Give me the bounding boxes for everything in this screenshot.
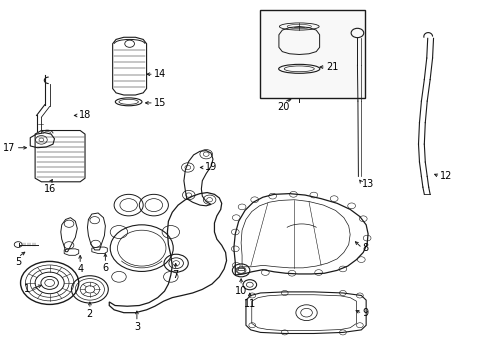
Text: 16: 16	[43, 184, 56, 194]
Text: 13: 13	[362, 179, 374, 189]
Text: 21: 21	[325, 62, 338, 72]
Text: 4: 4	[77, 264, 83, 274]
Text: 7: 7	[172, 270, 179, 280]
Text: 8: 8	[362, 243, 367, 253]
Text: 5: 5	[15, 257, 21, 267]
Text: 20: 20	[277, 102, 289, 112]
Text: 17: 17	[3, 143, 16, 153]
Text: 18: 18	[79, 111, 91, 121]
Text: 3: 3	[134, 321, 140, 332]
Text: 6: 6	[102, 263, 108, 273]
Text: 19: 19	[204, 162, 217, 172]
Text: 10: 10	[235, 286, 247, 296]
Text: 12: 12	[439, 171, 451, 181]
Text: 9: 9	[362, 309, 367, 318]
Bar	[260, 10, 364, 98]
Text: 11: 11	[243, 299, 255, 309]
Text: 1: 1	[24, 284, 30, 294]
Text: 2: 2	[86, 309, 93, 319]
Text: 14: 14	[154, 69, 166, 79]
Text: 15: 15	[154, 98, 166, 108]
